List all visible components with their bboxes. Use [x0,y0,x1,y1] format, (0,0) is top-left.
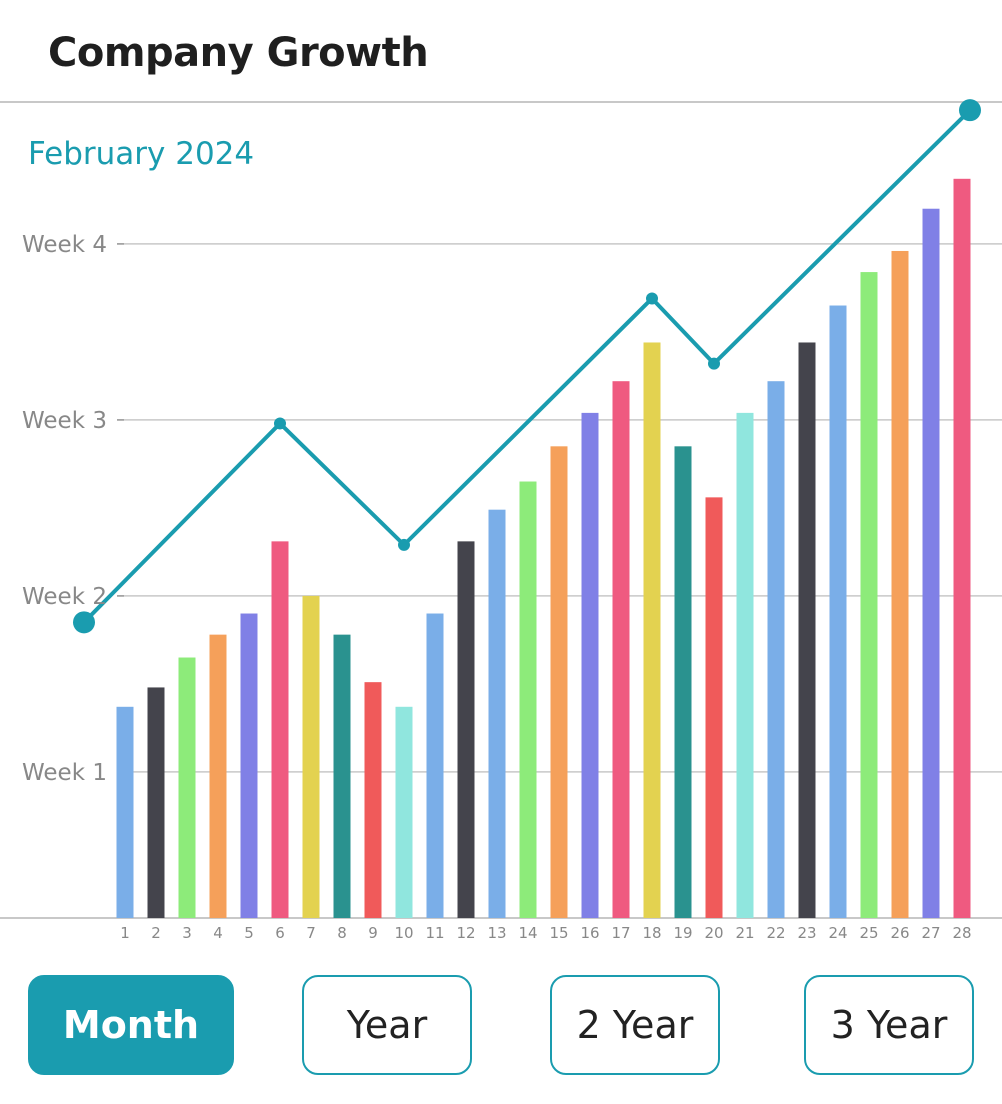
bar [116,706,134,918]
x-tick-label: 5 [244,924,254,942]
y-tick-label: Week 1 [22,760,107,786]
bar [705,497,723,918]
x-tick-label: 14 [518,924,537,942]
x-tick-label: 19 [673,924,692,942]
bar [798,342,816,919]
bar [922,208,940,919]
x-tick-label: 26 [890,924,909,942]
x-tick-label: 7 [306,924,316,942]
x-tick-label: 13 [487,924,506,942]
line-point [274,417,286,430]
bar [147,687,165,918]
x-tick-label: 21 [735,924,754,942]
line-point [708,357,720,370]
line-point [646,292,658,305]
bar [860,272,878,919]
bar [767,381,785,918]
y-tick-label: Week 3 [22,408,107,434]
x-tick-label: 15 [549,924,568,942]
x-tick-label: 18 [642,924,661,942]
growth-line [82,108,972,624]
x-tick-label: 27 [921,924,940,942]
x-tick-label: 20 [704,924,723,942]
bar [953,178,971,919]
x-tick-label: 10 [394,924,413,942]
bar [643,342,661,919]
x-tick-label: 25 [859,924,878,942]
three-year-button[interactable]: 3 Year [804,975,974,1075]
bar [736,412,754,918]
x-tick-label: 28 [952,924,971,942]
two-year-button[interactable]: 2 Year [550,975,720,1075]
x-tick-label: 12 [456,924,475,942]
line-point [398,538,410,551]
x-tick-label: 24 [828,924,847,942]
line-point [73,611,95,634]
bar [891,250,909,918]
bar [488,509,506,918]
bar [271,541,289,918]
x-tick-label: 3 [182,924,192,942]
bar [240,613,258,918]
bar [612,381,630,918]
x-tick-label: 17 [611,924,630,942]
x-tick-label: 9 [368,924,378,942]
bar [178,657,196,918]
bar [519,481,537,918]
bar [364,682,382,918]
bar [333,634,351,918]
y-tick-label: Week 2 [22,584,107,610]
y-tick-label: Week 4 [22,232,107,258]
x-tick-label: 23 [797,924,816,942]
x-tick-label: 11 [425,924,444,942]
x-tick-label: 16 [580,924,599,942]
x-tick-label: 1 [120,924,130,942]
bar [395,706,413,918]
bar [674,446,692,918]
bar [550,446,568,918]
chart-title: Company Growth [48,30,429,76]
bar [829,305,847,918]
bar [209,634,227,918]
x-tick-label: 6 [275,924,285,942]
x-tick-label: 2 [151,924,161,942]
chart-subtitle: February 2024 [28,136,254,172]
x-tick-label: 8 [337,924,347,942]
bar [426,613,444,918]
bar [457,541,475,918]
bar [581,412,599,918]
year-button[interactable]: Year [302,975,472,1075]
bar [302,595,320,918]
line-point [959,99,981,122]
month-button[interactable]: Month [28,975,234,1075]
x-tick-label: 4 [213,924,223,942]
x-tick-label: 22 [766,924,785,942]
